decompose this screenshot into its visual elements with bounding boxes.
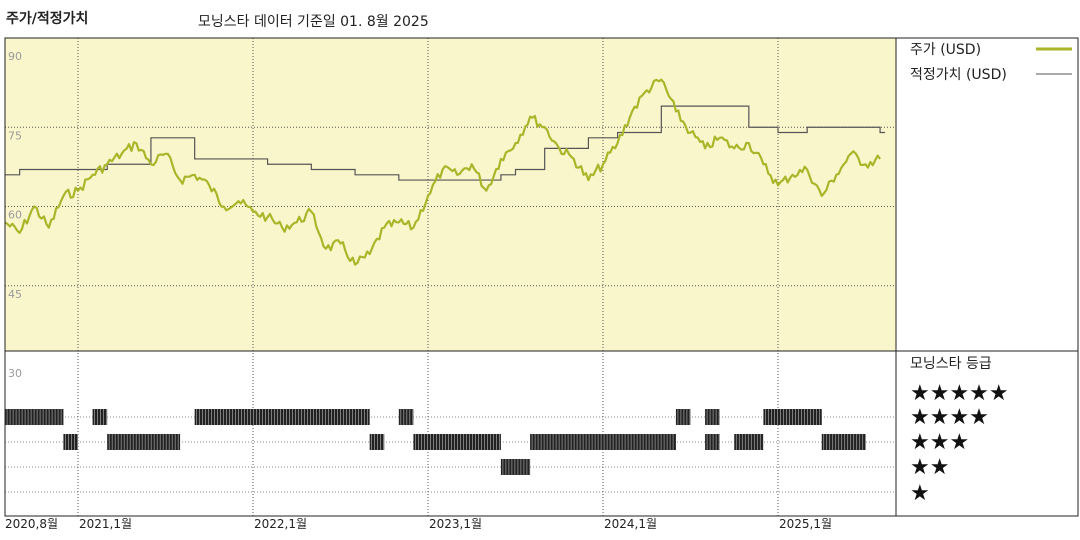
x-tick-label: 2024,1월 [604,517,657,531]
legend: 주가 (USD) 적정가치 (USD) 모닝스타 등급 ★★★★★ ★★★★ ★… [910,42,1072,506]
rating-bar-4-stars [107,434,181,450]
x-tick-label: 2020,8월 [5,517,58,531]
rating-1-star: ★ [910,481,930,506]
fair-value-line [5,105,886,181]
x-axis: 2020,8월 2021,1월 2022,1월 2023,1월 2024,1월 2025,… [5,517,832,531]
rating-bar-5-stars [398,409,414,425]
rating-bar-4-stars [369,434,385,450]
rating-3-stars: ★★★ [910,430,969,455]
price-panel-bg [5,38,896,351]
rating-bar-4-stars [705,434,720,450]
x-tick-label: 2022,1월 [254,517,307,531]
y-tick-label: 75 [8,129,22,142]
outer-frame [4,37,1079,517]
chart-subtitle: 모닝스타 데이터 기준일 01. 8월 2025 [198,14,429,30]
y-tick-label: 90 [8,50,22,63]
rating-bar-5-stars [92,409,108,425]
chart-title: 주가/적정가치 [6,11,89,27]
y-tick-label: 30 [8,367,22,380]
rating-bar-5-stars [5,409,64,425]
price-line [4,78,881,266]
rating-history [5,409,866,475]
y-axis: 90 75 60 45 30 [8,50,22,380]
rating-bar-4-stars [413,434,501,450]
x-tick-label: 2021,1월 [79,517,132,531]
rating-panel-bg [5,351,896,516]
rating-bar-4-stars [63,434,78,450]
rating-4-stars: ★★★★ [910,405,989,430]
rating-bar-3-stars [500,459,531,475]
x-tick-label: 2025,1월 [779,517,832,531]
x-tick-label: 2023,1월 [429,517,482,531]
legend-fair-label: 적정가치 (USD) [910,67,1007,83]
series-lines [4,78,886,266]
y-tick-label: 60 [8,209,22,222]
rating-5-stars: ★★★★★ [910,381,1009,406]
y-tick-label: 45 [8,288,22,301]
rating-bar-5-stars [763,409,822,425]
rating-bar-5-stars [194,409,370,425]
rating-bar-5-stars [705,409,720,425]
rating-bar-4-stars [821,434,866,450]
rating-bar-4-stars [530,434,676,450]
legend-rating-title: 모닝스타 등급 [910,356,992,372]
rating-2-stars: ★★ [910,455,949,480]
rating-bar-4-stars [734,434,764,450]
rating-bar-5-stars [675,409,691,425]
legend-price-label: 주가 (USD) [910,42,981,58]
